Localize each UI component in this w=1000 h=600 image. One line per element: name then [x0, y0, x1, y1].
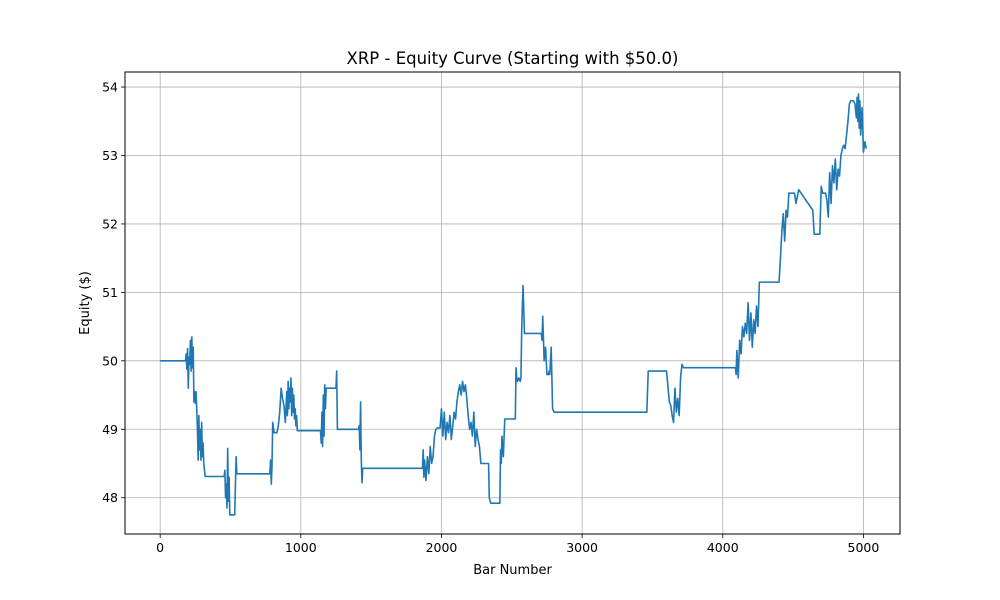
- equity-curve-line: [160, 93, 868, 516]
- y-tick-label: 48: [102, 490, 118, 505]
- y-tick-label: 50: [102, 353, 118, 368]
- y-tick-label: 52: [102, 216, 118, 231]
- x-axis-label: Bar Number: [473, 563, 552, 578]
- x-tick-label: 5000: [848, 540, 880, 555]
- plot-area-frame: [124, 71, 901, 535]
- y-tick-label: 54: [102, 80, 118, 95]
- y-tick-label: 51: [102, 285, 118, 300]
- y-axis-ticks: 48 49 50 51 52 53 54: [102, 80, 125, 505]
- x-tick-label: 1000: [285, 540, 317, 555]
- y-tick-label: 49: [102, 422, 118, 437]
- x-tick-label: 3000: [566, 540, 598, 555]
- chart-title: XRP - Equity Curve (Starting with $50.0): [347, 49, 679, 68]
- x-tick-label: 4000: [707, 540, 739, 555]
- x-tick-label: 0: [156, 540, 164, 555]
- x-axis-ticks: 0 1000 2000 3000 4000 5000: [156, 534, 879, 555]
- y-axis-label: Equity ($): [78, 271, 93, 335]
- x-tick-label: 2000: [426, 540, 458, 555]
- series-layer: [160, 93, 868, 516]
- y-tick-label: 53: [102, 148, 118, 163]
